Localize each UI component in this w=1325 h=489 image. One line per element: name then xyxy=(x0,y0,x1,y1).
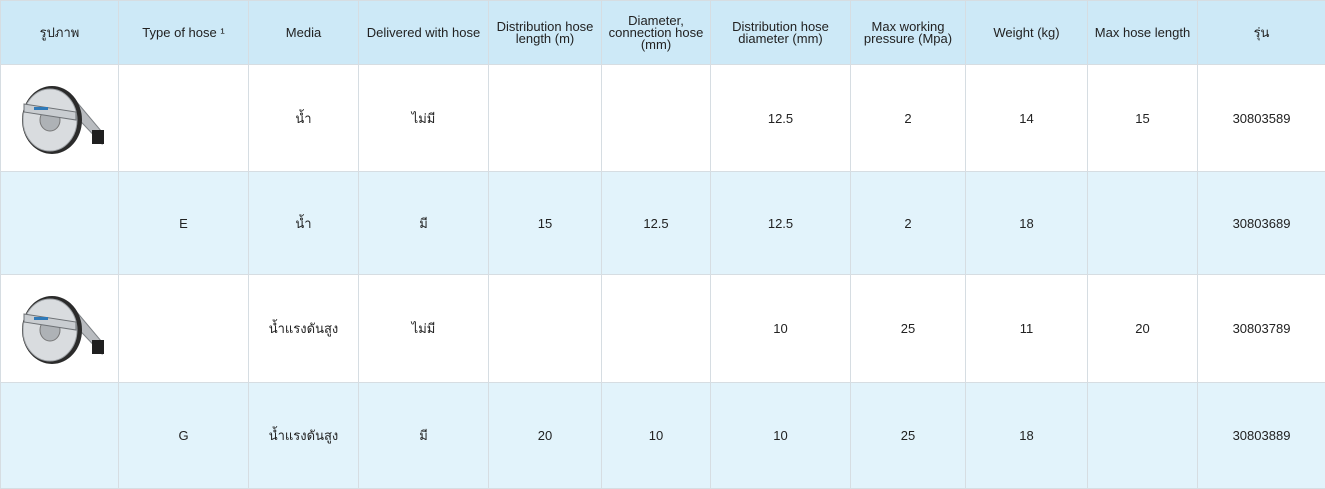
table-cell: 2 xyxy=(851,172,966,275)
column-header: Diameter, connection hose (mm) xyxy=(602,1,711,65)
table-cell: 10 xyxy=(602,383,711,489)
column-header: Media xyxy=(249,1,359,65)
table-cell: น้ำ xyxy=(249,65,359,172)
column-header: Max hose length xyxy=(1088,1,1198,65)
empty-cell xyxy=(602,65,711,172)
column-header: Distribution hose diameter (mm) xyxy=(711,1,851,65)
table-cell: 12.5 xyxy=(711,172,851,275)
table-cell: 18 xyxy=(966,172,1088,275)
table-cell: G xyxy=(119,383,249,489)
picture-cell xyxy=(1,383,119,489)
table-cell: 20 xyxy=(489,383,602,489)
table-cell: มี xyxy=(359,172,489,275)
empty-cell xyxy=(1088,383,1198,489)
table-cell: 18 xyxy=(966,383,1088,489)
picture-cell xyxy=(1,275,119,383)
table-cell: 12.5 xyxy=(602,172,711,275)
page: รูปภาพType of hose ¹MediaDelivered with … xyxy=(0,0,1325,488)
empty-cell xyxy=(119,275,249,383)
empty-cell xyxy=(1088,172,1198,275)
table-cell: 14 xyxy=(966,65,1088,172)
column-header: Distribution hose length (m) xyxy=(489,1,602,65)
table-cell: น้ำแรงดันสูง xyxy=(249,275,359,383)
table-cell: 30803589 xyxy=(1198,65,1325,172)
table-cell: 12.5 xyxy=(711,65,851,172)
table-cell: น้ำ xyxy=(249,172,359,275)
table-cell: 15 xyxy=(489,172,602,275)
table-cell: 15 xyxy=(1088,65,1198,172)
hose-reel-image xyxy=(10,74,110,160)
table-cell: ไม่มี xyxy=(359,65,489,172)
table-cell: 10 xyxy=(711,275,851,383)
empty-cell xyxy=(602,275,711,383)
table-cell: 25 xyxy=(851,383,966,489)
empty-cell xyxy=(119,65,249,172)
table-cell: ไม่มี xyxy=(359,275,489,383)
table-cell: 11 xyxy=(966,275,1088,383)
table-cell: น้ำแรงดันสูง xyxy=(249,383,359,489)
table-cell: 30803689 xyxy=(1198,172,1325,275)
column-header: Max working pressure (Mpa) xyxy=(851,1,966,65)
table-cell: 20 xyxy=(1088,275,1198,383)
hose-reel-image xyxy=(10,284,110,370)
table-cell: 10 xyxy=(711,383,851,489)
column-header: รุ่น xyxy=(1198,1,1325,65)
table-cell: 2 xyxy=(851,65,966,172)
table-cell: 30803889 xyxy=(1198,383,1325,489)
column-header: Weight (kg) xyxy=(966,1,1088,65)
picture-cell xyxy=(1,65,119,172)
column-header: Type of hose ¹ xyxy=(119,1,249,65)
picture-cell xyxy=(1,172,119,275)
empty-cell xyxy=(489,65,602,172)
empty-cell xyxy=(489,275,602,383)
column-header: Delivered with hose xyxy=(359,1,489,65)
column-header: รูปภาพ xyxy=(1,1,119,65)
table-cell: 30803789 xyxy=(1198,275,1325,383)
table-cell: E xyxy=(119,172,249,275)
table-cell: 25 xyxy=(851,275,966,383)
table-cell: มี xyxy=(359,383,489,489)
product-table: รูปภาพType of hose ¹MediaDelivered with … xyxy=(0,0,1325,489)
